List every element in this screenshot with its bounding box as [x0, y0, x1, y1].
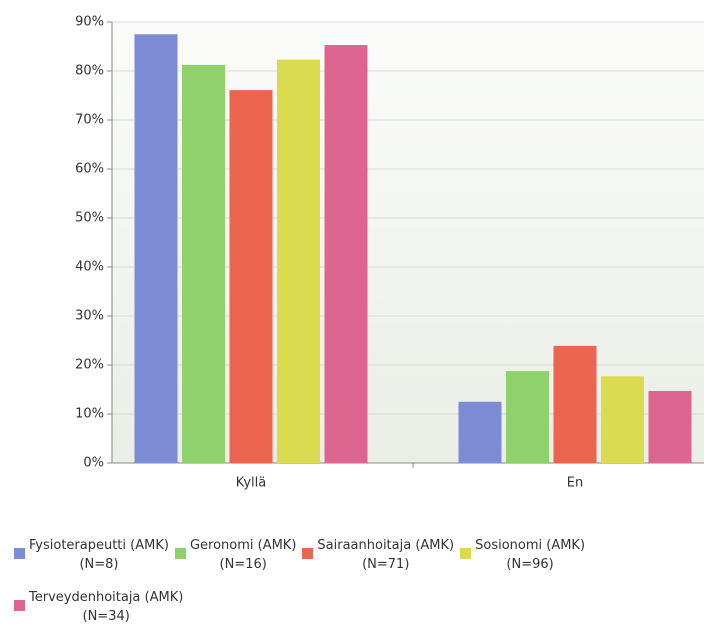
bar	[553, 345, 597, 463]
y-tick-label: 10%	[75, 407, 104, 422]
y-tick-label: 70%	[75, 113, 104, 128]
y-tick-label: 40%	[75, 260, 104, 275]
y-tick-label: 0%	[83, 456, 104, 471]
legend-label: Sosionomi (AMK) (N=96)	[475, 538, 586, 572]
bar	[506, 371, 549, 463]
legend: Fysioterapeutti (AMK) (N=8) Geronomi (AMK…	[14, 536, 674, 626]
y-tick-label: 30%	[75, 309, 104, 324]
bar	[601, 376, 644, 463]
y-tick-label: 50%	[75, 211, 104, 226]
x-tick-label: Kyllä	[236, 476, 266, 491]
legend-item: Fysioterapeutti (AMK) (N=8)	[14, 536, 169, 574]
bar	[324, 45, 368, 463]
y-tick-label: 20%	[75, 358, 104, 373]
chart: 0% 10% 20% 30% 40% 50% 60% 70% 80% 90% Kyllä En	[75, 15, 704, 491]
legend-label: Geronomi (AMK) (N=16)	[189, 538, 297, 572]
bar	[277, 59, 320, 463]
bar	[648, 390, 692, 463]
legend-label: Fysioterapeutti (AMK) (N=8)	[29, 538, 169, 572]
legend-swatch	[302, 548, 314, 559]
legend-item: Sairaanhoitaja (AMK) (N=71)	[302, 536, 454, 574]
bar	[229, 90, 273, 464]
legend-swatch	[14, 548, 25, 559]
x-tick-label: En	[567, 476, 583, 491]
legend-item: Sosionomi (AMK) (N=96)	[460, 536, 585, 574]
y-tick-label: 80%	[75, 64, 104, 79]
bar	[182, 64, 225, 463]
legend-item: Terveydenhoitaja (AMK) (N=34)	[14, 588, 183, 626]
bar	[458, 401, 502, 463]
legend-label: Terveydenhoitaja (AMK) (N=34)	[29, 590, 184, 624]
y-tick-label: 60%	[75, 162, 104, 177]
legend-swatch	[460, 548, 472, 559]
legend-item: Geronomi (AMK) (N=16)	[174, 536, 297, 574]
legend-swatch	[14, 600, 25, 611]
bar	[134, 34, 178, 463]
legend-label: Sairaanhoitaja (AMK) (N=71)	[317, 538, 455, 572]
legend-swatch	[174, 548, 186, 559]
y-tick-label: 90%	[75, 15, 104, 30]
